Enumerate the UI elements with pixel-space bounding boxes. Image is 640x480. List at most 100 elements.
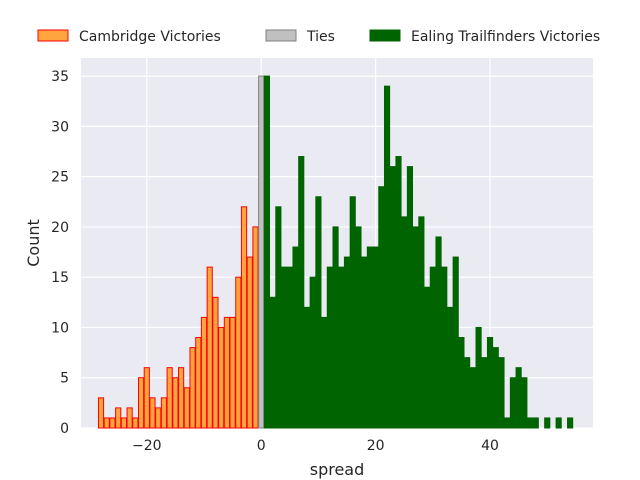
- bar: [526, 417, 534, 429]
- bar: [115, 407, 122, 429]
- x-tick-label: −20: [132, 438, 162, 454]
- legend-swatch: [265, 29, 297, 42]
- bar: [332, 226, 339, 429]
- bar: [258, 75, 265, 429]
- bar: [109, 417, 116, 429]
- bar: [189, 347, 196, 429]
- bar: [355, 226, 362, 429]
- bar: [446, 306, 454, 429]
- bar: [452, 256, 459, 429]
- bar: [361, 256, 368, 429]
- bar: [555, 417, 562, 429]
- bar: [120, 417, 127, 429]
- bar: [263, 75, 270, 429]
- bar: [303, 306, 311, 429]
- bar: [218, 326, 225, 429]
- bar: [509, 377, 516, 429]
- bar: [200, 316, 208, 429]
- bar: [424, 286, 431, 429]
- bar: [532, 417, 539, 429]
- bar: [429, 266, 436, 429]
- bar: [464, 357, 471, 429]
- bar: [206, 266, 213, 429]
- y-tick-label: 0: [60, 421, 69, 437]
- bar: [372, 246, 379, 429]
- bar: [155, 407, 162, 429]
- bar: [195, 337, 202, 429]
- x-tick-label: 40: [481, 438, 499, 454]
- tick-labels: 0 5 10 15 20 25 30 35 −20 0 20 40: [51, 69, 499, 454]
- bar: [395, 156, 402, 429]
- bar: [172, 377, 179, 429]
- bars: [97, 75, 574, 429]
- bar: [492, 347, 499, 429]
- bar: [326, 266, 333, 429]
- x-tick-label: 0: [257, 438, 266, 454]
- bar: [160, 397, 168, 429]
- bar: [223, 316, 230, 429]
- bar: [281, 266, 288, 429]
- bar: [212, 296, 219, 429]
- bar: [412, 226, 419, 429]
- bar: [515, 367, 522, 429]
- grid-lines: [81, 58, 593, 429]
- bar: [338, 266, 345, 429]
- bar: [275, 206, 282, 429]
- bar: [309, 276, 316, 429]
- bar: [137, 377, 145, 429]
- bar: [240, 206, 248, 429]
- bar: [481, 357, 488, 429]
- bar: [292, 246, 299, 429]
- bar: [235, 276, 242, 429]
- y-tick-label: 20: [51, 220, 69, 236]
- bar: [486, 337, 494, 429]
- legend-label: Cambridge Victories: [79, 29, 221, 45]
- legend: Cambridge Victories Ties Ealing Trailfinde…: [37, 29, 600, 45]
- bar: [183, 387, 190, 429]
- bar: [418, 216, 425, 429]
- y-tick-label: 30: [51, 119, 69, 135]
- bar: [567, 417, 574, 429]
- bar: [458, 337, 465, 429]
- bar: [498, 357, 505, 429]
- legend-swatch: [37, 29, 69, 42]
- bar: [521, 377, 528, 429]
- legend-swatch: [369, 29, 401, 42]
- bar: [246, 256, 253, 429]
- x-axis-label: spread: [310, 460, 365, 479]
- y-axis-label: Count: [24, 219, 43, 267]
- bar: [126, 407, 133, 429]
- bar: [143, 367, 150, 429]
- bar: [475, 326, 482, 429]
- bar: [349, 196, 356, 429]
- bar: [343, 256, 351, 429]
- bar: [286, 266, 293, 429]
- y-tick-label: 25: [51, 170, 69, 186]
- y-tick-label: 15: [51, 270, 69, 286]
- bar: [315, 196, 322, 429]
- bar: [366, 246, 373, 429]
- bar: [544, 417, 551, 429]
- y-tick-label: 10: [51, 320, 69, 336]
- bar: [378, 186, 385, 429]
- legend-label: Ties: [306, 29, 335, 45]
- bar: [298, 156, 305, 429]
- bar: [389, 166, 396, 429]
- bar: [441, 266, 448, 429]
- bar: [469, 367, 476, 429]
- bar: [383, 85, 391, 429]
- bar: [401, 216, 408, 429]
- bar: [103, 417, 110, 429]
- bar: [435, 236, 442, 429]
- bar: [252, 226, 259, 429]
- bar: [178, 367, 185, 429]
- y-tick-label: 35: [51, 69, 69, 85]
- x-tick-label: 20: [367, 438, 385, 454]
- y-tick-label: 5: [60, 371, 69, 387]
- bar: [504, 417, 511, 429]
- bar: [97, 397, 105, 429]
- bar: [149, 397, 156, 429]
- bar: [269, 296, 276, 429]
